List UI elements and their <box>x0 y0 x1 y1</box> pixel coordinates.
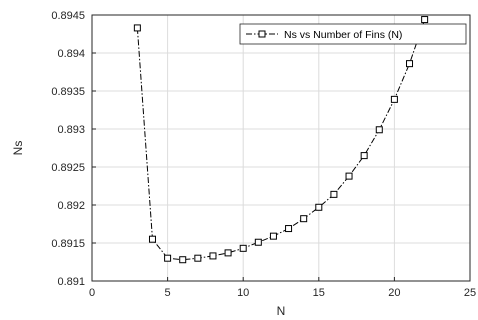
x-tick-label: 15 <box>313 287 325 299</box>
y-tick-label: 0.892 <box>57 200 85 212</box>
x-tick-label: 20 <box>388 287 400 299</box>
y-tick-label: 0.894 <box>57 48 85 60</box>
data-point-marker <box>209 252 217 260</box>
x-tick-label: 10 <box>237 287 249 299</box>
data-point-marker <box>179 256 187 264</box>
plot-frame <box>91 14 471 282</box>
y-tick-label: 0.8945 <box>51 10 85 22</box>
x-axis-ticks: 0 5 10 15 20 25 <box>89 277 476 299</box>
x-axis-label: N <box>277 304 286 318</box>
data-point-marker <box>300 215 308 223</box>
data-point-marker <box>269 232 277 240</box>
y-tick-label: 0.893 <box>57 124 85 136</box>
x-tick-label: 25 <box>464 287 476 299</box>
series-layer <box>133 16 429 264</box>
x-tick-label: 5 <box>165 287 171 299</box>
grid <box>92 15 470 281</box>
y-axis-label: Ns <box>11 141 25 156</box>
data-point-marker <box>406 60 414 68</box>
legend-marker <box>258 30 266 38</box>
y-tick-label: 0.8925 <box>51 162 85 174</box>
data-point-marker <box>254 238 262 246</box>
data-point-marker <box>360 152 368 160</box>
legend-box <box>239 23 467 45</box>
data-point-marker <box>345 172 353 180</box>
y-tick-label: 0.8935 <box>51 86 85 98</box>
x-tick-label: 0 <box>89 287 95 299</box>
data-point-marker <box>148 235 156 243</box>
legend: Ns vs Number of Fins (N) <box>239 23 467 45</box>
data-point-marker <box>421 16 429 24</box>
data-point-marker <box>390 95 398 103</box>
data-point-marker <box>285 225 293 233</box>
y-tick-label: 0.891 <box>57 276 85 288</box>
y-axis-ticks: 0.891 0.8915 0.892 0.8925 0.893 0.8935 0.894 0.… <box>51 10 96 288</box>
legend-label: Ns vs Number of Fins (N) <box>284 29 402 41</box>
data-point-marker <box>375 126 383 134</box>
data-point-marker <box>330 190 338 198</box>
data-point-marker <box>224 249 232 257</box>
data-point-marker <box>315 203 323 211</box>
data-point-marker <box>164 254 172 262</box>
y-tick-label: 0.8915 <box>51 238 85 250</box>
data-point-marker <box>133 24 141 32</box>
data-point-marker <box>194 254 202 262</box>
data-point-marker <box>239 244 247 252</box>
